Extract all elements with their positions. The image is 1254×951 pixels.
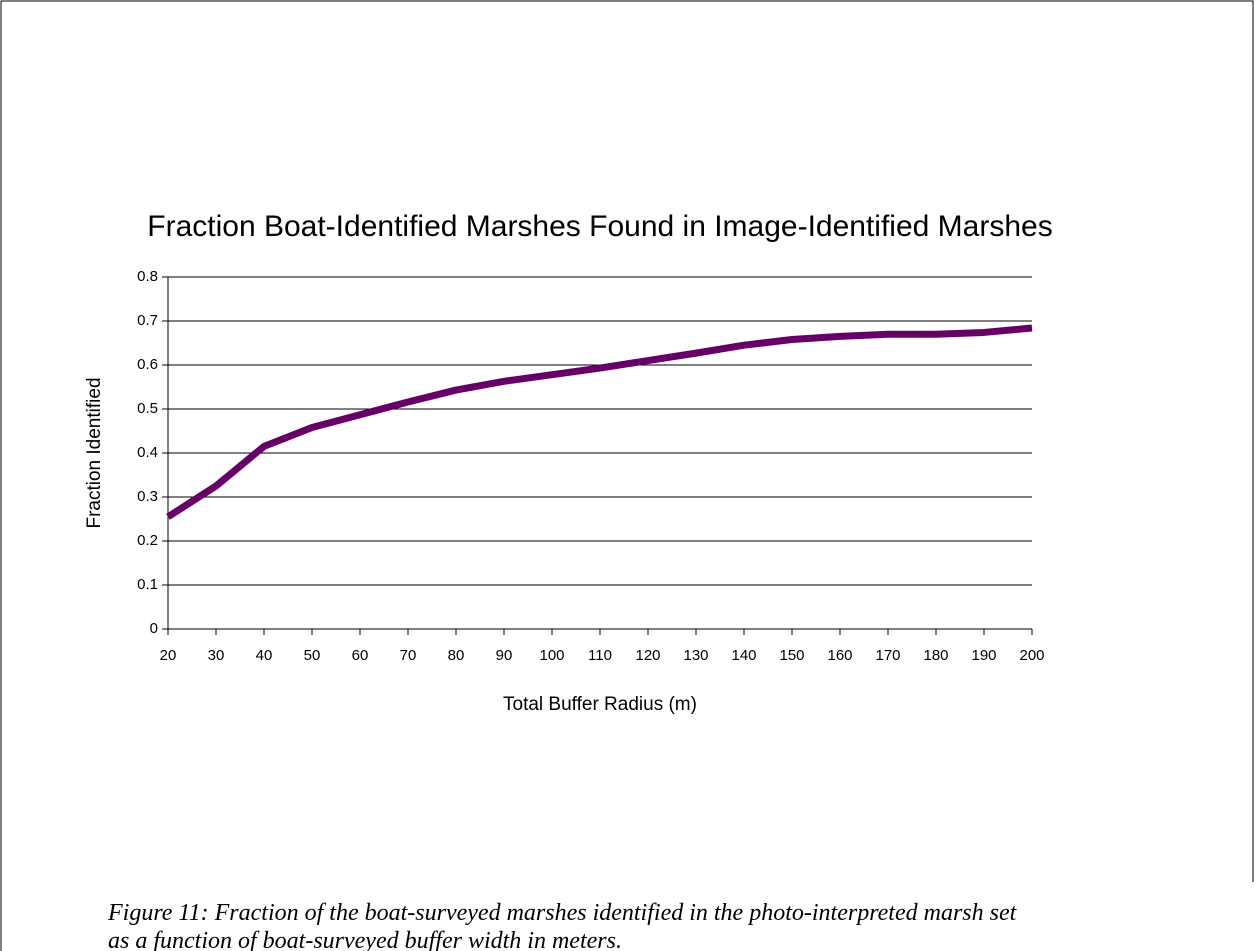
x-tick-label: 80 [448,647,465,664]
x-tick-label: 140 [731,647,756,664]
y-tick-label: 0.4 [137,444,158,461]
y-tick-label: 0.3 [137,488,158,505]
chart-title: Fraction Boat-Identified Marshes Found i… [147,210,1052,243]
x-tick-label: 120 [635,647,660,664]
x-tick-label: 30 [208,647,225,664]
caption-line: as a function of boat-surveyed buffer wi… [108,928,622,951]
y-tick-label: 0.7 [137,312,158,329]
x-tick-label: 200 [1019,647,1044,664]
x-tick-label: 100 [539,647,564,664]
x-tick-label: 150 [779,647,804,664]
y-axis-label: Fraction Identified [84,377,105,528]
x-tick-label: 60 [352,647,369,664]
y-tick-label: 0 [150,620,158,637]
x-tick-label: 50 [304,647,321,664]
x-tick-label: 40 [256,647,273,664]
y-tick-label: 0.2 [137,532,158,549]
x-tick-label: 190 [971,647,996,664]
x-tick-label: 160 [827,647,852,664]
x-tick-label: 170 [875,647,900,664]
x-tick-label: 90 [496,647,513,664]
y-tick-label: 0.6 [137,356,158,373]
x-axis-label: Total Buffer Radius (m) [503,694,697,715]
x-tick-label: 110 [588,647,612,664]
x-tick-label: 70 [400,647,417,664]
data-line [166,324,1033,520]
x-tick-label: 180 [923,647,948,664]
x-tick-label: 20 [160,647,177,664]
x-tick-label: 130 [683,647,708,664]
y-tick-label: 0.8 [137,268,158,285]
y-tick-label: 0.1 [137,576,158,593]
y-tick-label: 0.5 [137,400,158,417]
caption-line: Figure 11: Fraction of the boat-surveyed… [107,900,1018,926]
